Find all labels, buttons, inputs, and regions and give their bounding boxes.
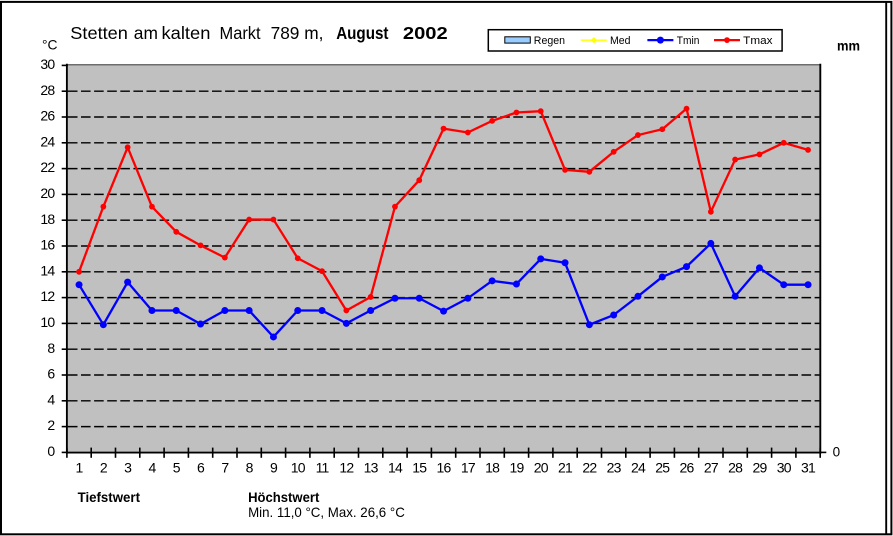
svg-text:14: 14 [40, 262, 55, 278]
svg-text:15: 15 [412, 460, 427, 476]
svg-text:25: 25 [655, 460, 670, 476]
svg-text:August: August [336, 23, 388, 43]
svg-text:30: 30 [777, 460, 792, 476]
svg-text:2002: 2002 [403, 23, 448, 43]
svg-text:6: 6 [47, 366, 55, 382]
svg-text:Höchstwert: Höchstwert [248, 489, 320, 505]
svg-text:8: 8 [246, 460, 254, 476]
svg-text:28: 28 [40, 82, 55, 98]
svg-text:Tmax: Tmax [743, 35, 773, 47]
svg-text:20: 20 [534, 460, 549, 476]
svg-text:28: 28 [728, 460, 743, 476]
svg-text:21: 21 [558, 460, 573, 476]
svg-text:789 m,: 789 m, [271, 23, 324, 43]
svg-text:Tmin: Tmin [677, 35, 700, 47]
svg-text:0: 0 [833, 445, 841, 460]
svg-text:4: 4 [148, 460, 156, 476]
svg-text:5: 5 [173, 460, 181, 476]
svg-text:12: 12 [40, 288, 55, 304]
svg-text:27: 27 [704, 460, 719, 476]
svg-text:6: 6 [197, 460, 205, 476]
svg-text:4: 4 [47, 391, 55, 407]
svg-text:am: am [134, 23, 158, 43]
svg-text:17: 17 [461, 460, 476, 476]
svg-text:Stetten: Stetten [70, 23, 128, 43]
svg-text:Tiefstwert: Tiefstwert [78, 489, 141, 505]
svg-text:24: 24 [631, 460, 646, 476]
svg-text:31: 31 [801, 460, 816, 476]
svg-text:24: 24 [40, 133, 55, 149]
svg-text:10: 10 [291, 460, 306, 476]
svg-text:Regen: Regen [534, 35, 565, 47]
svg-text:30: 30 [40, 56, 55, 72]
svg-text:2: 2 [100, 460, 108, 476]
svg-text:23: 23 [607, 460, 622, 476]
svg-text:8: 8 [47, 340, 55, 356]
svg-text:Med: Med [610, 35, 631, 47]
svg-text:3: 3 [124, 460, 132, 476]
svg-text:1: 1 [76, 460, 84, 476]
svg-text:26: 26 [680, 460, 695, 476]
svg-text:26: 26 [40, 108, 55, 124]
svg-text:18: 18 [40, 211, 55, 227]
svg-text:kalten: kalten [162, 23, 211, 43]
svg-text:18: 18 [485, 460, 500, 476]
svg-text:22: 22 [582, 460, 597, 476]
svg-text:20: 20 [40, 185, 55, 201]
svg-text:Min. 11,0 °C, Max. 26,6 °C: Min. 11,0 °C, Max. 26,6 °C [248, 504, 405, 520]
svg-text:11: 11 [316, 460, 330, 476]
svg-text:22: 22 [40, 159, 55, 175]
svg-text:9: 9 [270, 460, 278, 476]
svg-text:14: 14 [388, 460, 403, 476]
svg-text:16: 16 [40, 237, 55, 253]
svg-text:19: 19 [509, 460, 524, 476]
svg-text:13: 13 [364, 460, 379, 476]
svg-text:°C: °C [42, 37, 58, 53]
svg-text:29: 29 [752, 460, 767, 476]
svg-text:2: 2 [47, 417, 55, 433]
svg-text:10: 10 [40, 314, 55, 330]
svg-text:0: 0 [47, 443, 55, 459]
svg-text:mm: mm [837, 37, 860, 53]
svg-text:Markt: Markt [220, 23, 261, 43]
svg-text:7: 7 [221, 460, 229, 476]
svg-text:16: 16 [437, 460, 452, 476]
svg-text:12: 12 [339, 460, 354, 476]
